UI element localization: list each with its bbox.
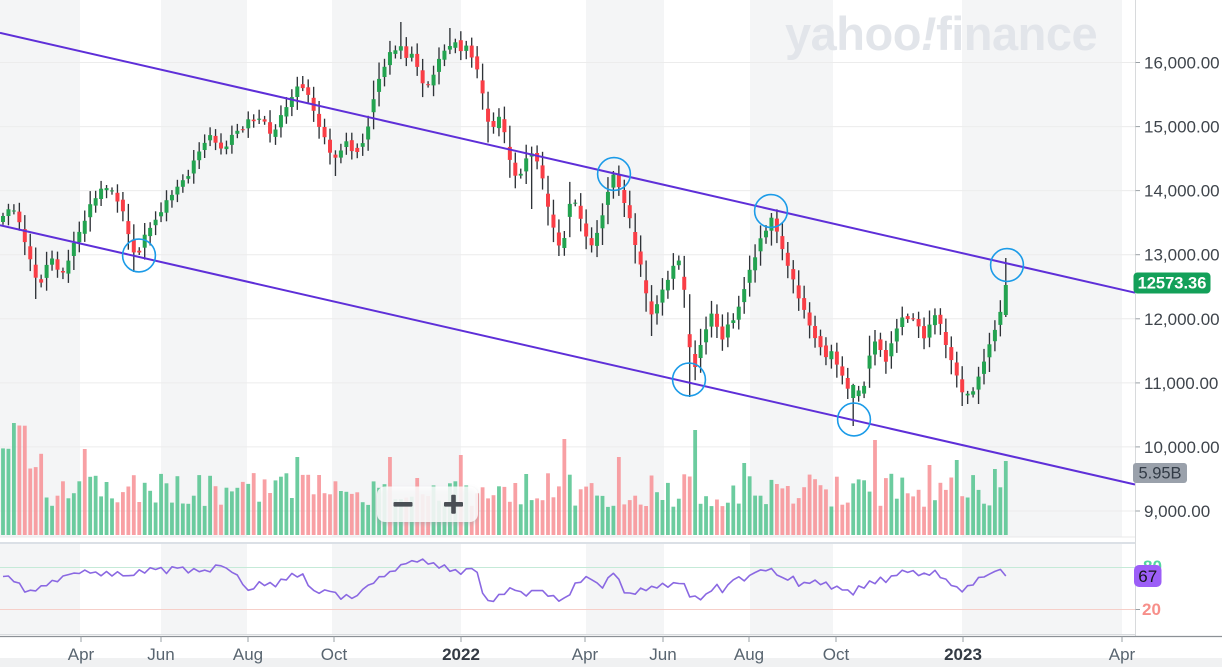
svg-text:2023: 2023 bbox=[944, 645, 982, 664]
svg-text:Oct: Oct bbox=[321, 645, 348, 664]
svg-text:9,000.00: 9,000.00 bbox=[1144, 502, 1210, 521]
svg-text:12573.36: 12573.36 bbox=[1138, 275, 1207, 293]
svg-text:13,000.00: 13,000.00 bbox=[1144, 246, 1220, 265]
svg-text:Aug: Aug bbox=[734, 645, 764, 664]
svg-text:15,000.00: 15,000.00 bbox=[1144, 118, 1220, 137]
svg-text:Aug: Aug bbox=[233, 645, 263, 664]
svg-text:67: 67 bbox=[1138, 567, 1157, 586]
svg-text:Jun: Jun bbox=[649, 645, 676, 664]
svg-text:yahoo!finance: yahoo!finance bbox=[785, 7, 1097, 60]
svg-text:11,000.00: 11,000.00 bbox=[1144, 374, 1218, 393]
svg-text:20: 20 bbox=[1142, 600, 1161, 619]
svg-text:10,000.00: 10,000.00 bbox=[1144, 438, 1220, 457]
svg-text:16,000.00: 16,000.00 bbox=[1144, 54, 1220, 73]
svg-text:12,000.00: 12,000.00 bbox=[1144, 310, 1220, 329]
svg-text:14,000.00: 14,000.00 bbox=[1144, 182, 1220, 201]
svg-text:Oct: Oct bbox=[823, 645, 850, 664]
svg-text:2022: 2022 bbox=[442, 645, 480, 664]
svg-text:Apr: Apr bbox=[1109, 645, 1136, 664]
svg-text:Apr: Apr bbox=[572, 645, 599, 664]
svg-text:Jun: Jun bbox=[147, 645, 174, 664]
svg-text:Apr: Apr bbox=[68, 645, 95, 664]
svg-text:5.95B: 5.95B bbox=[1138, 465, 1181, 483]
